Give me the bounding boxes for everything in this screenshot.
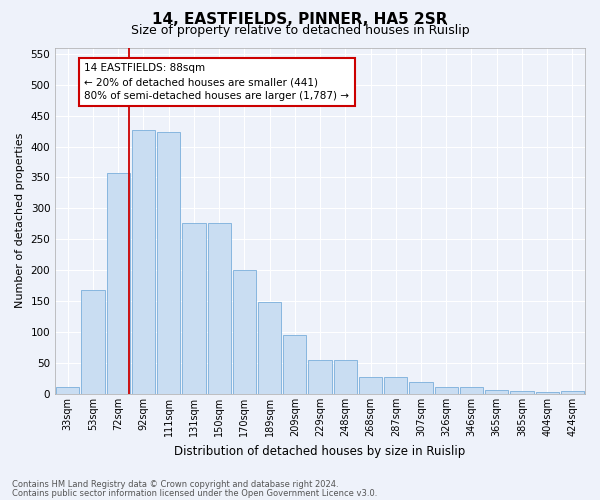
Bar xyxy=(536,392,559,394)
X-axis label: Distribution of detached houses by size in Ruislip: Distribution of detached houses by size … xyxy=(175,444,466,458)
Text: 14, EASTFIELDS, PINNER, HA5 2SR: 14, EASTFIELDS, PINNER, HA5 2SR xyxy=(152,12,448,28)
Bar xyxy=(384,378,407,394)
Y-axis label: Number of detached properties: Number of detached properties xyxy=(15,133,25,308)
Bar xyxy=(359,378,382,394)
Bar xyxy=(233,270,256,394)
Bar xyxy=(409,382,433,394)
Text: Size of property relative to detached houses in Ruislip: Size of property relative to detached ho… xyxy=(131,24,469,37)
Bar xyxy=(561,391,584,394)
Bar xyxy=(434,387,458,394)
Bar xyxy=(485,390,508,394)
Bar xyxy=(511,391,533,394)
Bar xyxy=(82,290,104,394)
Text: Contains public sector information licensed under the Open Government Licence v3: Contains public sector information licen… xyxy=(12,488,377,498)
Bar xyxy=(157,132,181,394)
Bar xyxy=(132,130,155,394)
Bar xyxy=(107,173,130,394)
Bar xyxy=(334,360,357,394)
Bar xyxy=(308,360,332,394)
Bar xyxy=(258,302,281,394)
Bar xyxy=(208,223,231,394)
Text: 14 EASTFIELDS: 88sqm
← 20% of detached houses are smaller (441)
80% of semi-deta: 14 EASTFIELDS: 88sqm ← 20% of detached h… xyxy=(85,63,349,101)
Bar xyxy=(283,334,307,394)
Bar xyxy=(182,223,206,394)
Bar xyxy=(460,387,483,394)
Text: Contains HM Land Registry data © Crown copyright and database right 2024.: Contains HM Land Registry data © Crown c… xyxy=(12,480,338,489)
Bar xyxy=(56,386,79,394)
